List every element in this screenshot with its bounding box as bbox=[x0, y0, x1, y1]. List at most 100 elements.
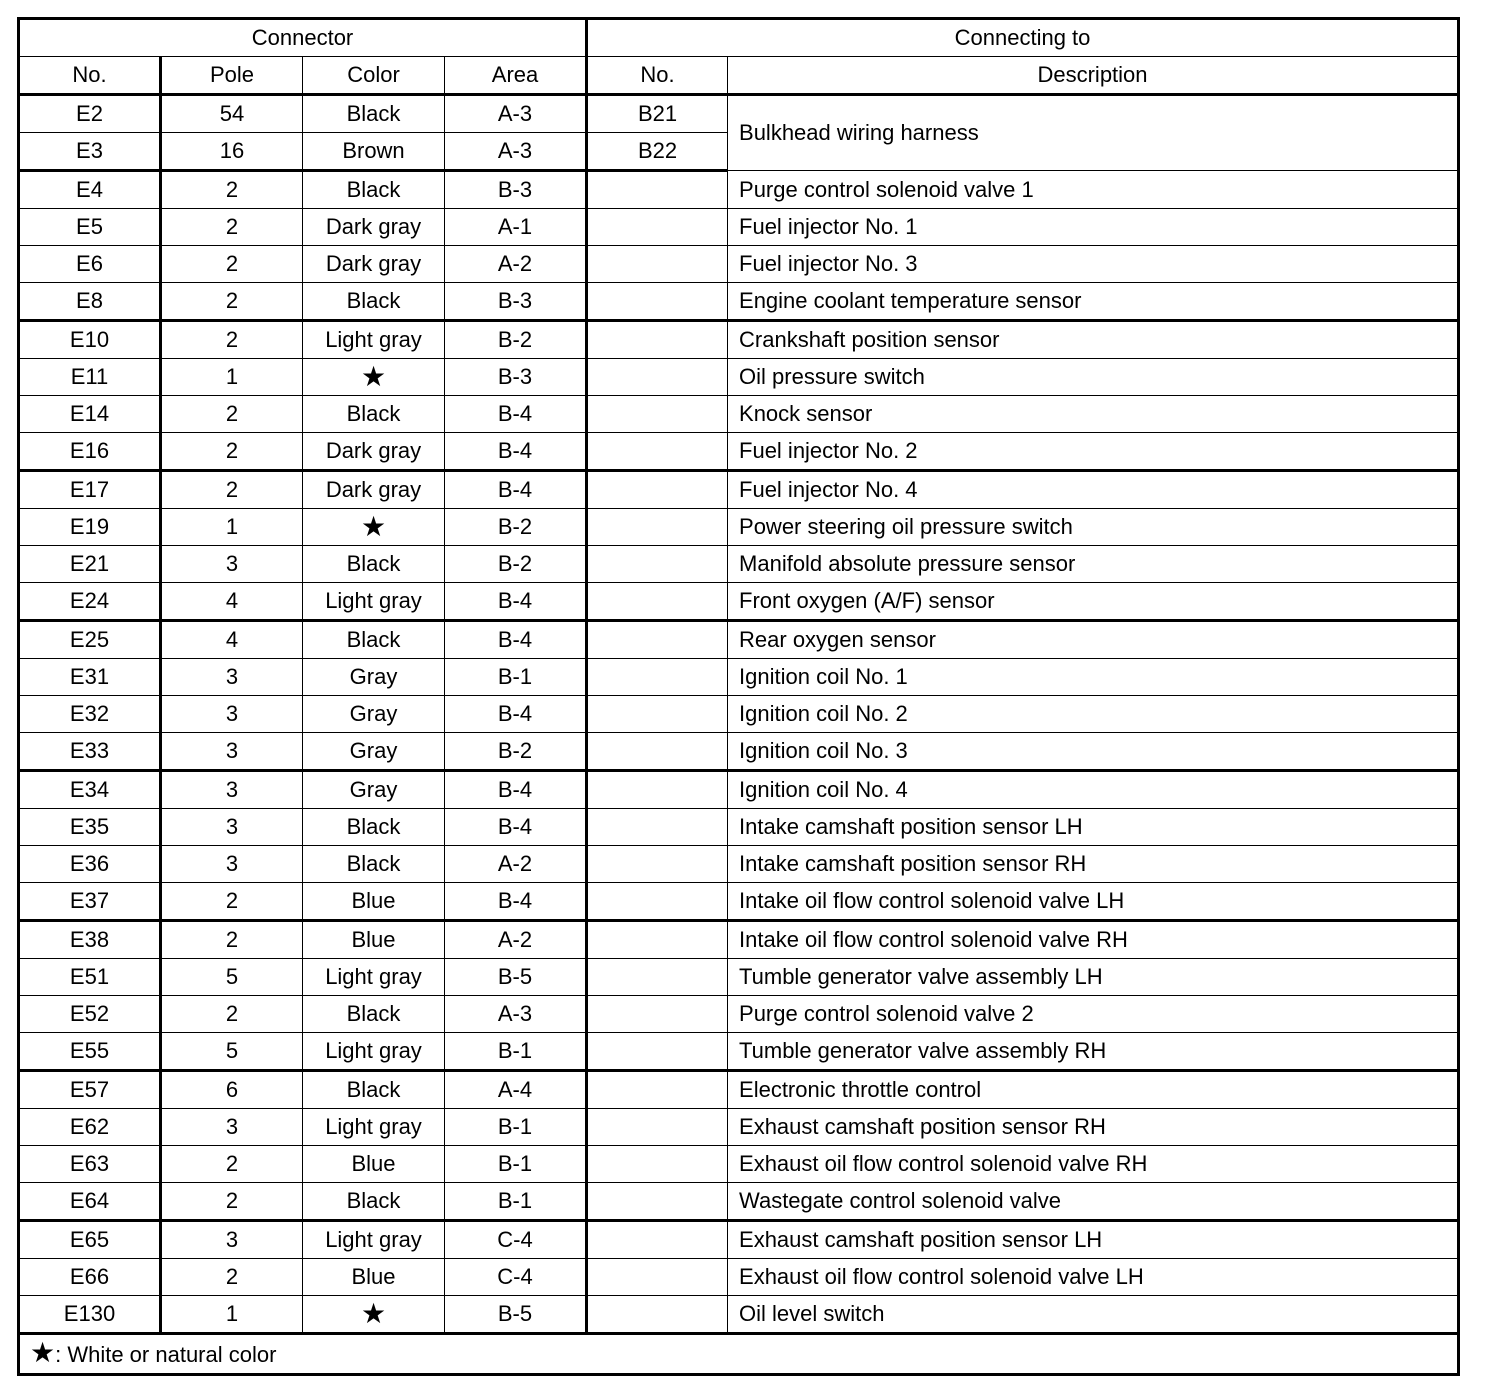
cell-color: Black bbox=[302, 995, 445, 1033]
col-to-no: No. bbox=[586, 56, 729, 96]
table-row: E62 3 Light gray B-1 Exhaust camshaft positi… bbox=[18, 1108, 1459, 1146]
cell-to bbox=[586, 395, 729, 433]
cell-area: B-4 bbox=[443, 808, 589, 846]
header-connecting-to: Connecting to bbox=[586, 18, 1459, 57]
star-icon: ★ bbox=[302, 1295, 445, 1334]
cell-area: A-1 bbox=[443, 208, 589, 246]
col-no: No. bbox=[18, 56, 162, 96]
cell-description: Fuel injector No. 1 bbox=[727, 208, 1459, 246]
cell-description: Tumble generator valve assembly LH bbox=[727, 958, 1459, 996]
connector-table: Connector Connecting to No. Pole Color A… bbox=[17, 17, 1460, 1376]
cell-no: E31 bbox=[18, 658, 162, 696]
table-row: E32 3 Gray B-4 Ignition coil No. 2 bbox=[18, 695, 1459, 733]
table-row: E37 2 Blue B-4 Intake oil flow control solen… bbox=[18, 882, 1459, 922]
cell-area: B-2 bbox=[443, 732, 589, 772]
cell-area: B-4 bbox=[443, 620, 589, 659]
cell-color: Dark gray bbox=[302, 208, 445, 246]
cell-area: B-5 bbox=[443, 958, 589, 996]
cell-color: Black bbox=[302, 170, 445, 209]
cell-color: Light gray bbox=[302, 958, 445, 996]
cell-area: B-1 bbox=[443, 1145, 589, 1183]
cell-pole: 3 bbox=[160, 658, 303, 696]
table-row: E33 3 Gray B-2 Ignition coil No. 3 bbox=[18, 732, 1459, 772]
cell-color: Light gray bbox=[302, 582, 445, 622]
cell-color: Gray bbox=[302, 658, 445, 696]
cell-area: B-1 bbox=[443, 1108, 589, 1146]
cell-pole: 2 bbox=[160, 170, 303, 209]
table-row: E130 1 ★ B-5 Oil level switch bbox=[18, 1295, 1459, 1334]
cell-area: C-4 bbox=[443, 1220, 589, 1259]
cell-pole: 2 bbox=[160, 282, 303, 322]
cell-no: E62 bbox=[18, 1108, 162, 1146]
cell-color: Light gray bbox=[302, 1220, 445, 1259]
cell-to bbox=[586, 1108, 729, 1146]
cell-to bbox=[586, 732, 729, 772]
table-row: E3 16 Brown A-3 B22 bbox=[18, 132, 1459, 172]
cell-to bbox=[586, 245, 729, 283]
table-row: E34 3 Gray B-4 Ignition coil No. 4 bbox=[18, 770, 1459, 809]
cell-color: Black bbox=[302, 282, 445, 322]
cell-no: E32 bbox=[18, 695, 162, 733]
cell-color: Gray bbox=[302, 695, 445, 733]
cell-pole: 3 bbox=[160, 695, 303, 733]
cell-color: Black bbox=[302, 395, 445, 433]
cell-description: Crankshaft position sensor bbox=[727, 320, 1459, 359]
cell-description: Fuel injector No. 4 bbox=[727, 470, 1459, 509]
cell-color: Gray bbox=[302, 770, 445, 809]
cell-no: E4 bbox=[18, 170, 162, 209]
cell-pole: 3 bbox=[160, 770, 303, 809]
cell-no: E37 bbox=[18, 882, 162, 922]
cell-description: Intake camshaft position sensor LH bbox=[727, 808, 1459, 846]
cell-description: Exhaust oil flow control solenoid valve … bbox=[727, 1145, 1459, 1183]
cell-no: E19 bbox=[18, 508, 162, 546]
cell-color: Light gray bbox=[302, 320, 445, 359]
table-row: E4 2 Black B-3 Purge control solenoid valve … bbox=[18, 170, 1459, 209]
cell-to bbox=[586, 358, 729, 396]
cell-no: E2 bbox=[18, 94, 162, 133]
cell-no: E17 bbox=[18, 470, 162, 509]
cell-pole: 1 bbox=[160, 1295, 303, 1334]
cell-description: Wastegate control solenoid valve bbox=[727, 1182, 1459, 1222]
cell-color: Black bbox=[302, 1182, 445, 1222]
cell-no: E10 bbox=[18, 320, 162, 359]
cell-area: A-2 bbox=[443, 245, 589, 283]
cell-no: E6 bbox=[18, 245, 162, 283]
cell-description: Oil level switch bbox=[727, 1295, 1459, 1334]
cell-pole: 1 bbox=[160, 508, 303, 546]
cell-to bbox=[586, 658, 729, 696]
cell-area: B-4 bbox=[443, 470, 589, 509]
cell-pole: 3 bbox=[160, 845, 303, 883]
cell-description: Ignition coil No. 1 bbox=[727, 658, 1459, 696]
cell-no: E35 bbox=[18, 808, 162, 846]
cell-to bbox=[586, 920, 729, 959]
cell-area: B-4 bbox=[443, 395, 589, 433]
cell-pole: 2 bbox=[160, 1145, 303, 1183]
table-row: E19 1 ★ B-2 Power steering oil pressure swit… bbox=[18, 508, 1459, 546]
cell-to bbox=[586, 208, 729, 246]
cell-no: E5 bbox=[18, 208, 162, 246]
cell-no: E66 bbox=[18, 1258, 162, 1296]
cell-pole: 4 bbox=[160, 620, 303, 659]
cell-to bbox=[586, 1032, 729, 1072]
cell-to bbox=[586, 1220, 729, 1259]
cell-no: E25 bbox=[18, 620, 162, 659]
table-row: E65 3 Light gray C-4 Exhaust camshaft positi… bbox=[18, 1220, 1459, 1259]
cell-to bbox=[586, 470, 729, 509]
cell-no: E33 bbox=[18, 732, 162, 772]
cell-pole: 3 bbox=[160, 1108, 303, 1146]
cell-to bbox=[586, 770, 729, 809]
cell-description: Ignition coil No. 3 bbox=[727, 732, 1459, 772]
cell-area: B-2 bbox=[443, 545, 589, 583]
cell-description: Engine coolant temperature sensor bbox=[727, 282, 1459, 322]
table-row: E6 2 Dark gray A-2 Fuel injector No. 3 bbox=[18, 245, 1459, 283]
header-connector: Connector bbox=[17, 18, 589, 57]
cell-color: Black bbox=[302, 1070, 445, 1109]
table-row: E8 2 Black B-3 Engine coolant temperature se… bbox=[18, 282, 1459, 322]
table-row: E17 2 Dark gray B-4 Fuel injector No. 4 bbox=[18, 470, 1459, 509]
cell-color: Dark gray bbox=[302, 470, 445, 509]
cell-area: A-3 bbox=[443, 94, 589, 133]
cell-to bbox=[586, 282, 729, 322]
cell-area: A-2 bbox=[443, 920, 589, 959]
cell-area: B-4 bbox=[443, 882, 589, 922]
table-row: E52 2 Black A-3 Purge control solenoid valve… bbox=[18, 995, 1459, 1033]
